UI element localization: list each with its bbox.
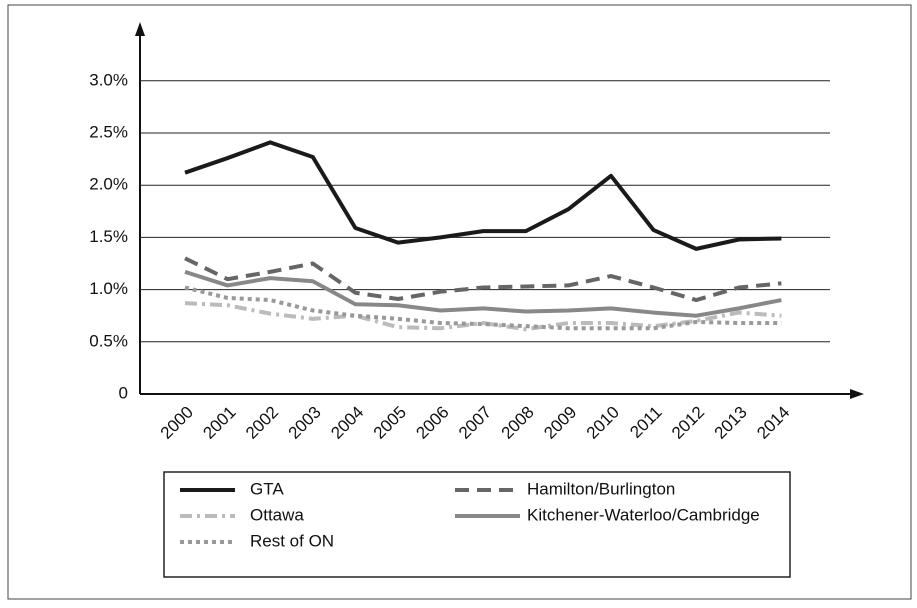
x-tick-label: 2009 bbox=[540, 403, 580, 443]
y-tick-label: 1.0% bbox=[89, 279, 128, 298]
x-tick-label: 2010 bbox=[583, 403, 623, 443]
legend-label: GTA bbox=[250, 479, 284, 498]
x-tick-label: 2002 bbox=[242, 403, 282, 443]
x-tick-label: 2001 bbox=[199, 403, 239, 443]
series-line bbox=[184, 269, 782, 318]
frame bbox=[7, 4, 912, 600]
x-tick-label: 2008 bbox=[498, 403, 538, 443]
y-tick-label: 1.5% bbox=[89, 227, 128, 246]
series-line bbox=[184, 140, 782, 251]
legend-label: Rest of ON bbox=[250, 531, 334, 550]
x-tick-label: 2006 bbox=[412, 403, 452, 443]
x-tick-label: 2011 bbox=[626, 403, 665, 442]
x-tick-label: 2013 bbox=[711, 403, 751, 443]
x-tick-label: 2005 bbox=[370, 403, 410, 443]
x-tick-label: 2000 bbox=[157, 403, 197, 443]
series-line bbox=[184, 301, 782, 332]
y-tick-label: 0 bbox=[119, 383, 128, 402]
x-tick-label: 2014 bbox=[753, 403, 793, 443]
legend-label: Hamilton/Burlington bbox=[527, 479, 675, 498]
x-tick-label: 2007 bbox=[455, 403, 495, 443]
series-line bbox=[184, 256, 782, 303]
x-tick-label: 2012 bbox=[668, 403, 708, 443]
legend-label: Ottawa bbox=[250, 505, 304, 524]
y-tick-label: 2.0% bbox=[89, 175, 128, 194]
x-tick-label: 2004 bbox=[327, 403, 367, 443]
x-arrow bbox=[850, 389, 864, 399]
y-tick-label: 0.5% bbox=[89, 331, 128, 350]
y-tick-label: 3.0% bbox=[89, 70, 128, 89]
y-arrow bbox=[135, 22, 145, 36]
y-tick-label: 2.5% bbox=[89, 122, 128, 141]
x-tick-label: 2003 bbox=[285, 403, 325, 443]
legend-label: Kitchener-Waterloo/Cambridge bbox=[527, 505, 760, 524]
